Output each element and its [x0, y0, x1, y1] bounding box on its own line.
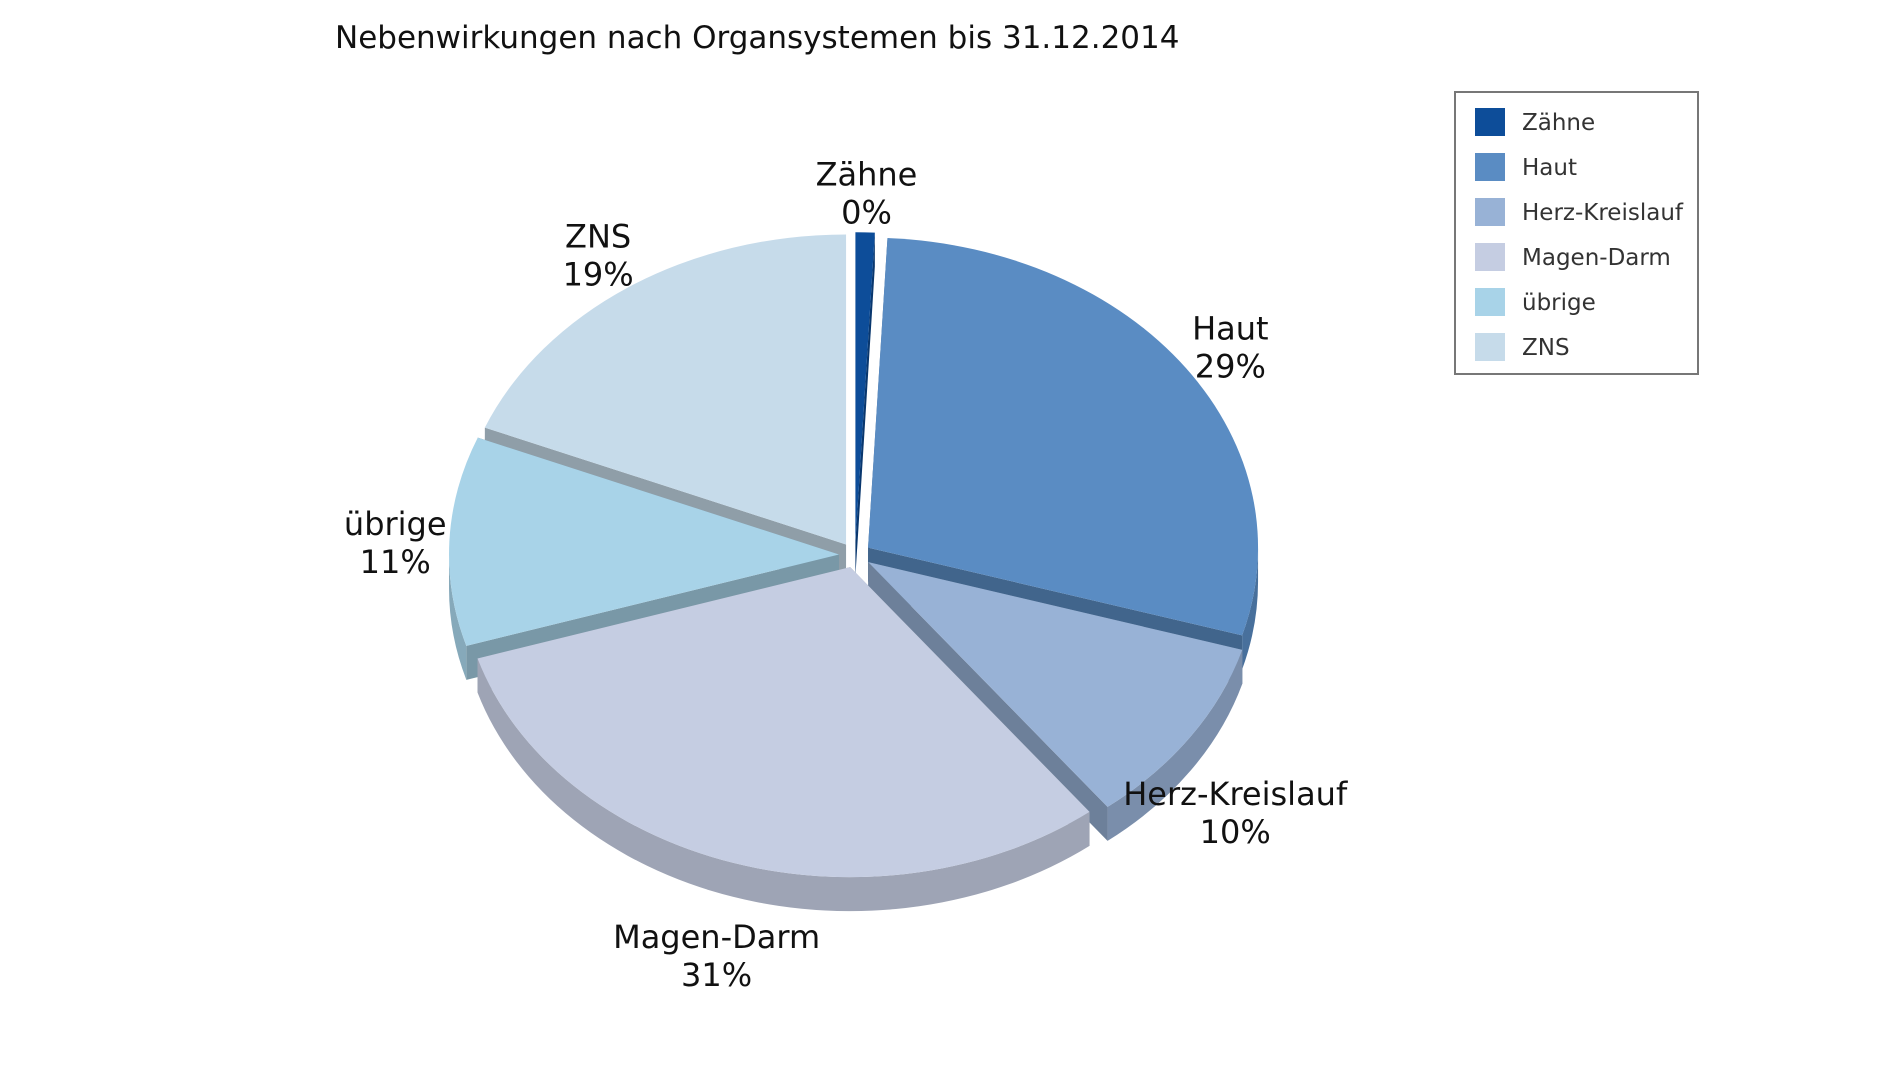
pie-slice-herz-kreislauf	[868, 562, 1243, 807]
slice-label-zns: ZNS	[565, 217, 631, 255]
legend-swatch-magen-darm	[1475, 243, 1505, 271]
slice-label-zähne: Zähne	[816, 155, 918, 193]
legend-label-übrige: übrige	[1522, 290, 1596, 316]
legend-label-zns: ZNS	[1522, 335, 1570, 361]
slice-label-magen-darm: Magen-Darm	[613, 918, 820, 956]
slice-value-übrige: 11%	[360, 543, 431, 581]
legend-label-zähne: Zähne	[1522, 110, 1595, 136]
pie-slice-side-zähne	[855, 232, 875, 577]
pie-group	[449, 232, 1259, 912]
slice-label-herz-kreislauf: Herz-Kreislauf	[1123, 775, 1348, 813]
legend-swatch-übrige	[1475, 288, 1505, 316]
pie-slice-zähne	[855, 232, 875, 543]
pie-slice-übrige	[449, 437, 840, 646]
slice-value-haut: 29%	[1195, 347, 1266, 385]
pie-slice-zns	[484, 234, 847, 545]
legend-swatch-herz-kreislauf	[1475, 198, 1505, 226]
slice-value-magen-darm: 31%	[681, 956, 752, 994]
legend-label-haut: Haut	[1522, 155, 1577, 181]
legend: Zähne Haut Herz-Kreislauf Magen-Darm übrige Z…	[1454, 91, 1699, 375]
legend-swatch-zähne	[1475, 108, 1505, 136]
legend-label-magen-darm: Magen-Darm	[1522, 245, 1671, 271]
chart-title: Nebenwirkungen nach Organsystemen bis 31…	[335, 20, 1179, 56]
slice-label-übrige: übrige	[344, 505, 447, 543]
legend-swatch-zns	[1475, 333, 1505, 361]
pie-slice-magen-darm	[477, 567, 1090, 878]
slice-value-zähne: 0%	[841, 193, 892, 231]
slice-value-herz-kreislauf: 10%	[1200, 813, 1271, 851]
slice-value-zns: 19%	[563, 255, 634, 293]
slice-label-haut: Haut	[1192, 309, 1269, 347]
pie-slice-haut	[868, 238, 1259, 636]
legend-box	[1454, 91, 1699, 375]
legend-swatch-haut	[1475, 153, 1505, 181]
legend-label-herz-kreislauf: Herz-Kreislauf	[1522, 200, 1684, 226]
